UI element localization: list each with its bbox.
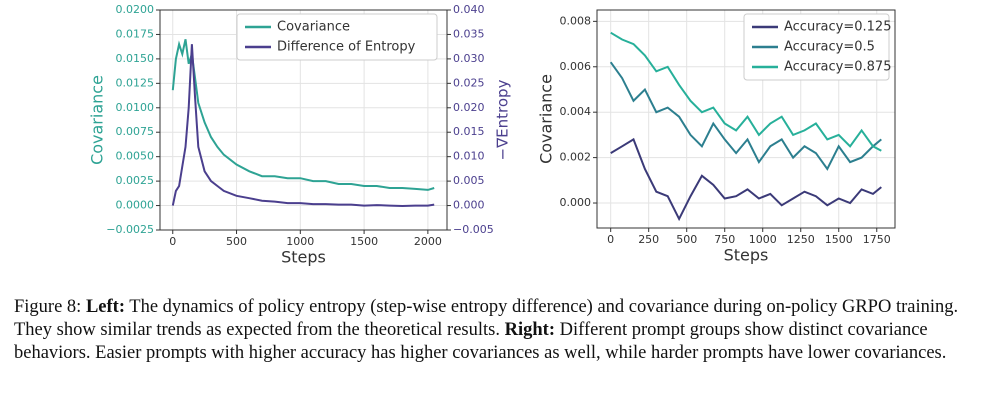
- x-tick-label: 500: [226, 235, 247, 248]
- y-tick-label: 0.0100: [116, 101, 155, 114]
- y-tick-label: 0.0150: [116, 52, 155, 65]
- y2-tick-label: 0.040: [453, 3, 485, 16]
- y-axis-label: Covariance: [537, 74, 556, 164]
- y2-tick-label: 0.020: [453, 101, 485, 114]
- x-tick-label: 1500: [825, 233, 853, 246]
- y-tick-label: 0.0025: [116, 174, 155, 187]
- x-tick-label: 0: [607, 233, 614, 246]
- x-tick-label: 500: [676, 233, 697, 246]
- legend-box: [743, 13, 890, 81]
- series-line: [610, 137, 882, 222]
- y-tick-label: 0.0000: [116, 199, 155, 212]
- x-tick-label: 1500: [350, 235, 378, 248]
- y-tick-label: 0.0175: [116, 27, 155, 40]
- legend-label: Accuracy=0.875: [784, 60, 891, 75]
- y-tick-label: 0.002: [560, 151, 592, 164]
- y-tick-label: 0.008: [560, 14, 592, 27]
- legend-label: Difference of Entropy: [277, 40, 416, 55]
- y2-tick-label: 0.025: [453, 76, 485, 89]
- y-axis-label: Covariance: [88, 75, 107, 165]
- legend-box: [236, 13, 438, 61]
- plot-frame: [159, 9, 448, 231]
- y-tick-label: 0.0050: [116, 150, 155, 163]
- series-line: [171, 39, 435, 191]
- caption-heading: Left:: [85, 297, 125, 317]
- figure: −0.00250.00000.00250.00500.00750.01000.0…: [88, 3, 896, 267]
- legend-label: Accuracy=0.5: [784, 40, 875, 55]
- legend-label: Covariance: [277, 20, 350, 35]
- x-tick-label: 750: [714, 233, 735, 246]
- x-tick-label: 0: [169, 235, 176, 248]
- y-tick-label: 0.0125: [116, 76, 155, 89]
- x-tick-label: 1000: [749, 233, 777, 246]
- y-tick-label: 0.000: [560, 196, 592, 209]
- caption-heading: Right:: [504, 320, 555, 340]
- y2-tick-label: 0.030: [453, 52, 485, 65]
- y-tick-label: 0.0075: [116, 125, 155, 138]
- y2-tick-label: 0.015: [453, 125, 485, 138]
- x-axis-label: Steps: [281, 248, 326, 267]
- series-line: [171, 44, 435, 208]
- x-tick-label: 1000: [286, 235, 314, 248]
- x-axis-label: Steps: [724, 246, 769, 265]
- legend-label: Accuracy=0.125: [784, 20, 891, 35]
- caption: Figure 8: Left: The dynamics of policy e…: [14, 296, 976, 365]
- series-line: [609, 61, 882, 171]
- x-tick-label: 2000: [414, 235, 442, 248]
- y-tick-label: 0.0200: [116, 3, 155, 16]
- caption-text: The dynamics of policy entropy (step-wis…: [14, 297, 959, 340]
- y-tick-label: 0.006: [560, 60, 592, 73]
- plot-frame: [596, 9, 896, 229]
- y2-tick-label: 0.005: [453, 174, 485, 187]
- x-tick-label: 250: [638, 233, 659, 246]
- y-tick-label: 0.004: [560, 105, 592, 118]
- y-tick-label: −0.0025: [106, 223, 154, 236]
- y2-axis-label: −∇Entropy: [494, 79, 512, 160]
- caption-text: Different prompt groups show distinct co…: [14, 320, 947, 363]
- y2-tick-label: 0.035: [453, 27, 485, 40]
- caption-label: Figure 8:: [14, 297, 82, 317]
- y2-tick-label: 0.000: [453, 199, 485, 212]
- series-line: [610, 31, 882, 152]
- y2-tick-label: 0.010: [453, 150, 485, 163]
- x-tick-label: 1750: [863, 233, 891, 246]
- x-tick-label: 1250: [787, 233, 815, 246]
- y2-tick-label: −0.005: [453, 223, 494, 236]
